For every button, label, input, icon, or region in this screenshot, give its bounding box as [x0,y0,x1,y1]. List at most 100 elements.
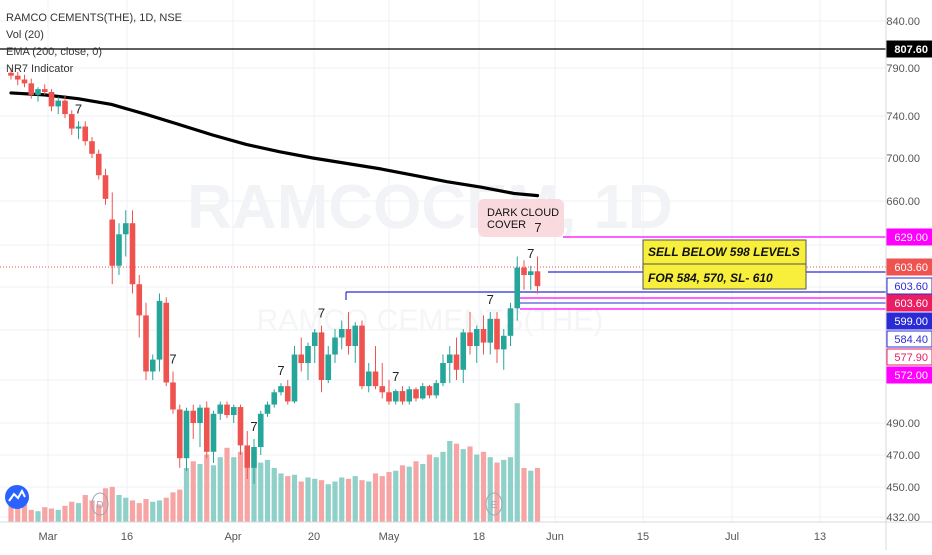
candle-body [264,404,271,414]
volume-bar [55,509,61,522]
indicator-nr7[interactable]: NR7 Indicator [6,63,74,75]
volume-bar [156,500,163,522]
candle-body [352,325,359,346]
candle-body [338,329,345,338]
volume-bar [237,451,244,522]
candle-body [426,386,433,396]
volume-bar [15,508,21,522]
chart-legend: RAMCO CEMENTS(THE), 1D, NSE Vol (20) EMA… [6,10,182,78]
volume-bar [332,481,338,522]
volume-bar [102,488,109,522]
volume-bar [244,458,250,522]
candles [8,68,541,484]
event-badge [485,492,503,516]
candle-body [48,92,55,107]
volume-bar [534,468,541,522]
candle-body [129,223,136,285]
price-label-target-1 [886,330,932,348]
candle-body [203,407,210,452]
x-tick-label: 18 [473,531,485,543]
price-label-text-target-2: 572.00 [894,370,928,382]
candle-body [183,410,190,459]
indicator-volume[interactable]: Vol (20) [6,29,44,41]
candle-body [460,332,467,370]
candle-body [480,329,487,343]
price-label-text-red-label: 603.60 [894,298,928,310]
volume-bar [460,449,466,522]
price-label-sell [886,312,932,330]
candle-body [473,329,480,346]
candle-body [41,89,48,92]
candle-body [345,329,352,346]
volume-bar [447,441,453,522]
price-label-text-sell: 599.00 [894,316,928,328]
volume-bar [514,403,520,522]
candle-body [325,354,332,380]
candle-body [75,126,82,129]
volume-bar [453,443,460,522]
price-label-text-horizontal: 807.60 [894,44,928,56]
volume-bar [183,468,190,522]
volume-bar [285,476,291,522]
candle-body [149,359,156,372]
price-labels: 629.00 603.60 603.60 603.60 599.00 584.40 577.… [886,40,932,384]
volume-bar [507,457,514,522]
volume-bar [399,465,406,522]
event-badge-label: E [491,500,498,511]
candle-body [21,79,28,84]
candle-body [284,386,291,402]
x-tick-label: May [379,531,400,543]
price-label-horizontal [886,40,932,58]
candle-body [406,389,413,402]
volume-bar [528,470,534,522]
candle-body [95,153,102,176]
volume-bar [413,461,419,522]
candle-body [413,389,419,399]
candle-body [156,300,163,360]
volume-bar [217,457,223,522]
volume-bar [89,500,95,522]
candle-body [467,332,473,346]
price-label-text-target-1: 584.40 [894,334,928,346]
candle-body [305,346,311,363]
ema-line [9,91,540,198]
candle-body [271,392,278,405]
candle-body [527,271,534,275]
dark-cloud-box [478,199,564,237]
volume-bar [420,463,426,522]
x-tick-label: Jul [725,531,739,543]
candle-body [136,284,143,316]
volume-bar [345,478,352,522]
price-label-target-2 [886,366,932,384]
volume-bar [170,492,176,522]
candle-body [365,371,372,387]
event-badge [91,492,109,516]
volume-bar [318,480,325,522]
volume-bar [109,486,115,522]
indicator-ema[interactable]: EMA (200, close, 0) [6,46,102,58]
chart-title[interactable]: RAMCO CEMENTS(THE), 1D, NSE [6,12,183,24]
nr7-label-dark-cloud: 7 [534,220,541,235]
volume-bar [251,461,257,522]
x-tick-label: Jun [546,531,564,543]
candle-body [359,325,365,387]
price-label-resistance [886,228,932,246]
volume-bar [339,477,345,522]
volume-bar [278,473,284,522]
volume-bar [298,481,304,522]
volume-bar [123,497,129,522]
volume-bar [197,463,203,522]
candle-body [311,332,318,346]
candle-body [318,332,325,380]
candle-body [446,354,453,363]
volume-bar [487,457,493,522]
volume-bar [190,461,196,522]
candle-body [68,114,75,129]
volume-bar [75,503,82,522]
x-tick-label: 16 [121,531,133,543]
candle-body [55,100,62,107]
volume-bar [426,454,433,522]
volume-bar [440,451,446,522]
